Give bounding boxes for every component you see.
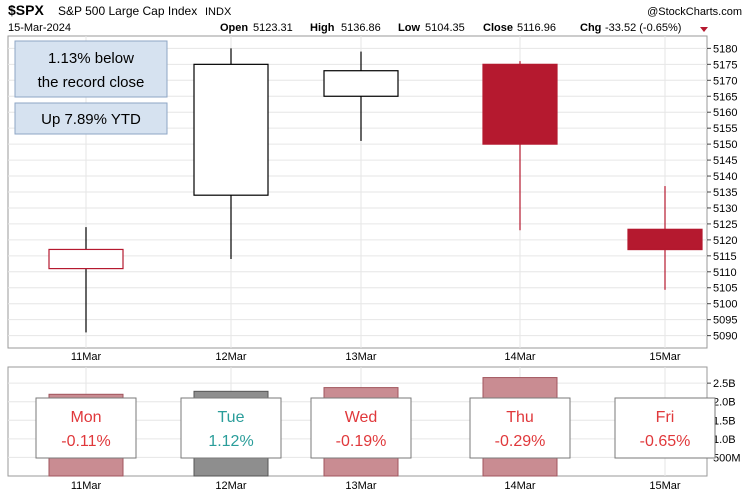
day-change-box [614, 397, 716, 459]
candle-body [193, 63, 269, 196]
day-pct-change: -0.19% [336, 433, 387, 450]
high-value: 5136.86 [341, 22, 381, 34]
day-change-tue: Tue 1.12% [180, 397, 282, 459]
price-tick-label: 5145 [713, 155, 737, 167]
price-tick-label: 5180 [713, 43, 737, 55]
candle-body [627, 228, 703, 251]
price-tick-label: 5130 [713, 203, 737, 215]
ytd-note: Up 7.89% YTD [41, 111, 141, 128]
down-triangle-icon [700, 27, 708, 32]
day-pct-change: 1.12% [208, 433, 253, 450]
price-tick-label: 5165 [713, 91, 737, 103]
day-name: Tue [218, 409, 245, 426]
candle-12Mar [193, 48, 269, 260]
record-close-note-line1: 1.13% below [48, 50, 134, 67]
low-value: 5104.35 [425, 22, 465, 34]
volume-axis: 500M 1.0B 1.5B 2.0B 2.5B [707, 378, 741, 464]
volume-tick-label: 1.0B [713, 434, 736, 446]
source-label: @StockCharts.com [647, 6, 742, 18]
price-tick-label: 5175 [713, 59, 737, 71]
price-tick-label: 5160 [713, 107, 737, 119]
record-close-note-line2: the record close [38, 74, 145, 91]
price-tick-label: 5125 [713, 219, 737, 231]
chart-date: 15-Mar-2024 [8, 22, 71, 34]
price-date-label: 15Mar [649, 351, 681, 363]
day-name: Fri [656, 409, 675, 426]
candle-14Mar [482, 61, 558, 231]
day-name: Wed [345, 409, 378, 426]
price-tick-label: 5135 [713, 187, 737, 199]
day-change-mon: Mon -0.11% [35, 397, 137, 459]
day-change-box [310, 397, 412, 459]
exchange-label: INDX [205, 6, 232, 18]
candle-11Mar [48, 227, 124, 333]
volume-tick-label: 500M [713, 452, 741, 464]
day-pct-change: -0.11% [61, 433, 111, 450]
price-axis: 5090 5095 5100 5105 5110 5115 5120 5125 5130 5135… [707, 43, 737, 343]
price-tick-label: 5105 [713, 283, 737, 295]
day-change-thu: Thu -0.29% [469, 397, 571, 459]
day-change-wed: Wed -0.19% [310, 397, 412, 459]
candles [48, 48, 703, 333]
day-change-box [180, 397, 282, 459]
volume-date-label: 14Mar [504, 480, 536, 492]
price-tick-label: 5155 [713, 123, 737, 135]
low-label: Low [398, 22, 420, 34]
candle-body [48, 248, 124, 270]
price-tick-label: 5090 [713, 331, 737, 343]
candle-body [482, 63, 558, 145]
close-value: 5116.96 [517, 22, 556, 34]
index-name: S&P 500 Large Cap Index [58, 4, 197, 18]
daily-change-boxes: Mon -0.11% Tue 1.12% Wed -0.19% Thu -0.29% Fri -0… [35, 397, 716, 459]
price-tick-label: 5095 [713, 315, 737, 327]
price-tick-label: 5100 [713, 299, 737, 311]
day-change-fri: Fri -0.65% [614, 397, 716, 459]
price-date-label: 12Mar [215, 351, 247, 363]
volume-date-label: 13Mar [345, 480, 377, 492]
price-tick-label: 5115 [713, 251, 737, 263]
price-tick-label: 5120 [713, 235, 737, 247]
ytd-note-box [14, 102, 168, 135]
day-pct-change: -0.65% [640, 433, 691, 450]
price-date-label: 11Mar [71, 351, 102, 363]
chg-label: Chg [580, 22, 601, 34]
volume-date-label: 11Mar [71, 480, 102, 492]
price-tick-label: 5150 [713, 139, 737, 151]
price-tick-label: 5110 [713, 267, 737, 279]
price-tick-label: 5170 [713, 75, 737, 87]
close-label: Close [483, 22, 513, 34]
volume-date-label: 15Mar [649, 480, 681, 492]
chg-value: -33.52 (-0.65%) [605, 22, 681, 34]
day-name: Thu [506, 409, 534, 426]
open-label: Open [220, 22, 248, 34]
price-date-label: 14Mar [504, 351, 536, 363]
day-change-box [469, 397, 571, 459]
high-label: High [310, 22, 335, 34]
price-tick-label: 5140 [713, 171, 737, 183]
price-date-label: 13Mar [345, 351, 377, 363]
price-date-axis: 11Mar 12Mar 13Mar 14Mar 15Mar [71, 351, 681, 363]
day-name: Mon [70, 409, 101, 426]
day-change-box [35, 397, 137, 459]
open-value: 5123.31 [253, 22, 293, 34]
candle-body [323, 70, 399, 97]
volume-date-axis: 11Mar 12Mar 13Mar 14Mar 15Mar [71, 480, 681, 492]
day-pct-change: -0.29% [495, 433, 546, 450]
candle-13Mar [323, 51, 399, 141]
volume-tick-label: 2.0B [713, 397, 736, 409]
record-close-note-box [14, 40, 168, 98]
ticker-symbol: $SPX [8, 2, 44, 18]
volume-tick-label: 2.5B [713, 378, 736, 390]
volume-date-label: 12Mar [215, 480, 247, 492]
volume-tick-label: 1.5B [713, 415, 736, 427]
candle-15Mar [627, 186, 703, 290]
